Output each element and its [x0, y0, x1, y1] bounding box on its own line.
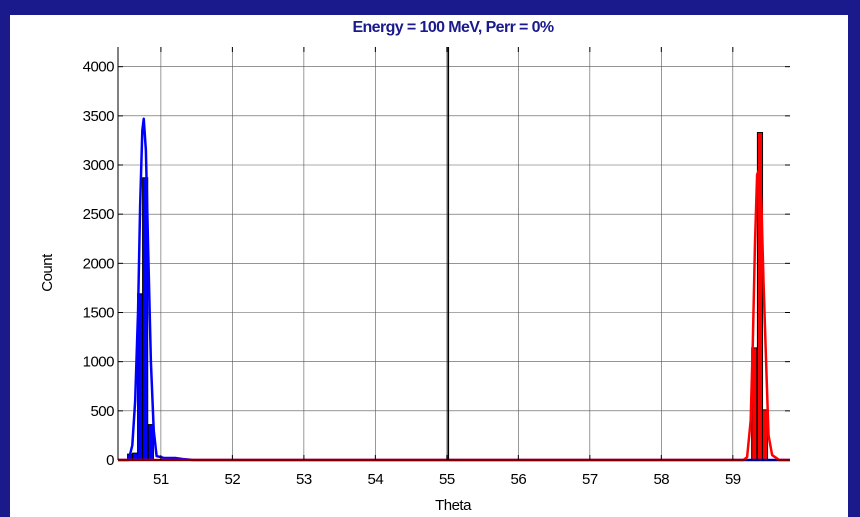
- y-tick-label: 2500: [83, 206, 115, 223]
- y-tick-label: 1000: [83, 354, 115, 371]
- y-tick-label: 1500: [83, 305, 115, 322]
- fit-curve: [118, 167, 790, 462]
- fit-curve: [118, 117, 790, 462]
- x-tick-label: 55: [439, 471, 455, 488]
- y-tick-label: 2000: [83, 255, 115, 272]
- y-tick-label: 3500: [83, 108, 115, 125]
- x-tick-label: 52: [225, 471, 241, 488]
- x-tick-label: 59: [725, 471, 741, 488]
- y-tick-label: 0: [106, 452, 114, 469]
- y-axis-label: Count: [39, 253, 56, 292]
- x-axis-label: Theta: [435, 497, 472, 514]
- x-tick-label: 57: [582, 471, 598, 488]
- y-tick-labels: 0 500 1000 1500 2000 2500 3000 3500 4000: [83, 59, 115, 469]
- x-tick-labels: 51 52 53 54 55 56 57 58 59: [153, 471, 741, 488]
- histogram-chart: Energy = 100 MeV, Perr = 0% 51 52 53 54 55 56…: [39, 19, 790, 514]
- x-tick-label: 54: [368, 471, 384, 488]
- x-tick-label: 56: [510, 471, 526, 488]
- fit-curves: [118, 117, 790, 462]
- figure-panel: Energy = 100 MeV, Perr = 0% 51 52 53 54 55 56…: [10, 15, 848, 517]
- x-tick-label: 51: [153, 471, 169, 488]
- y-tick-label: 4000: [83, 59, 115, 76]
- y-tick-label: 500: [90, 403, 114, 420]
- x-tick-label: 58: [653, 471, 669, 488]
- axes: [117, 47, 790, 461]
- chart-title: Energy = 100 MeV, Perr = 0%: [352, 19, 553, 36]
- grid-lines: [118, 47, 790, 461]
- x-tick-label: 53: [296, 471, 312, 488]
- plot-area: [118, 47, 790, 460]
- y-tick-label: 3000: [83, 157, 115, 174]
